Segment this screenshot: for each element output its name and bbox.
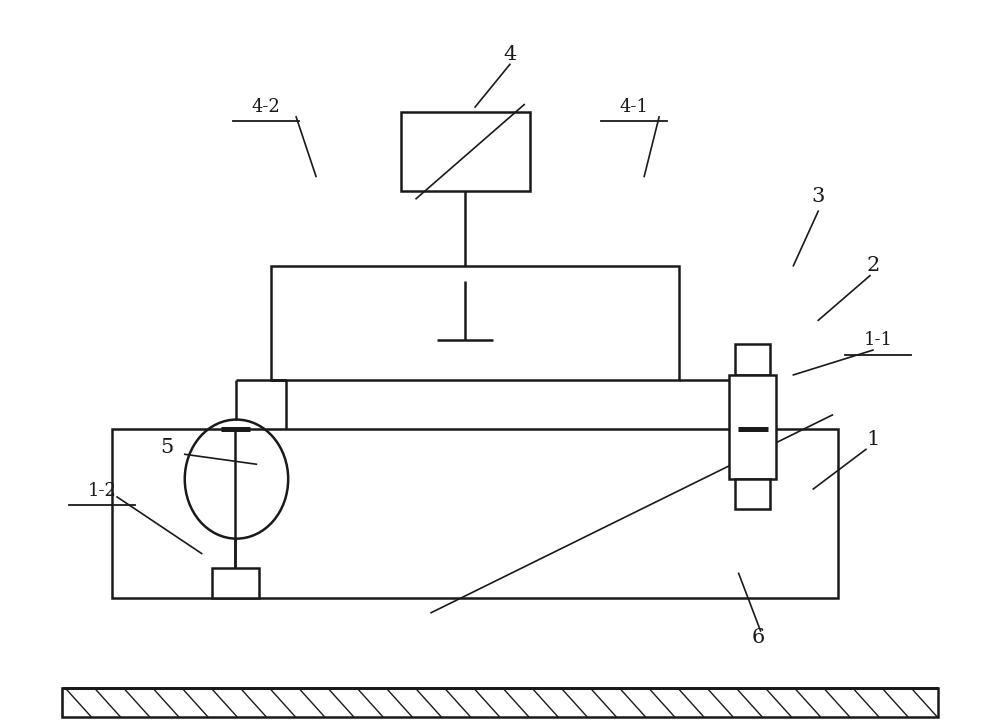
Text: 3: 3 xyxy=(812,187,825,206)
Bar xyxy=(112,430,838,598)
Bar xyxy=(271,266,679,380)
Text: 1-1: 1-1 xyxy=(863,332,892,349)
Text: 4: 4 xyxy=(503,45,517,64)
Text: 6: 6 xyxy=(752,628,765,647)
Bar xyxy=(212,569,259,598)
Bar xyxy=(62,688,938,718)
Bar xyxy=(401,112,530,191)
Bar xyxy=(735,344,770,375)
Text: 1: 1 xyxy=(866,430,880,449)
Text: 4-2: 4-2 xyxy=(252,98,281,116)
Bar xyxy=(729,375,776,479)
Text: 1-2: 1-2 xyxy=(88,482,117,500)
Bar xyxy=(735,479,770,509)
Text: 2: 2 xyxy=(866,256,880,276)
Text: 4-1: 4-1 xyxy=(620,98,649,116)
Text: 5: 5 xyxy=(160,438,173,457)
